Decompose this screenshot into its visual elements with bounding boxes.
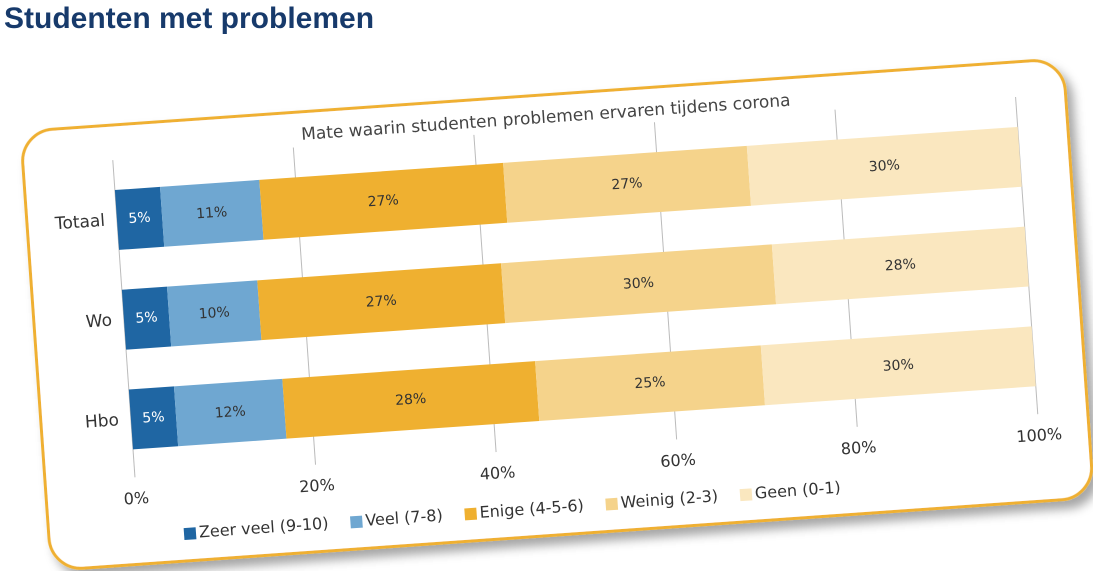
value-label: 5% bbox=[128, 210, 151, 228]
value-label: 10% bbox=[198, 304, 230, 322]
x-tick-label: 80% bbox=[840, 437, 877, 458]
y-tick-label: Hbo bbox=[84, 410, 119, 432]
bar-segment bbox=[771, 226, 1029, 305]
page-title: Studenten met problemen bbox=[4, 2, 374, 35]
value-label: 30% bbox=[622, 275, 654, 293]
value-label: 12% bbox=[214, 403, 246, 421]
bar-segment bbox=[259, 162, 508, 240]
bar-segment bbox=[503, 145, 752, 223]
x-tick-label: 20% bbox=[299, 475, 336, 496]
bar-segment bbox=[114, 186, 165, 250]
bar-segment bbox=[257, 263, 506, 341]
bar-segment bbox=[160, 179, 264, 247]
bar-segment bbox=[760, 326, 1036, 406]
value-label: 25% bbox=[634, 374, 666, 392]
x-tick-label: 60% bbox=[660, 450, 697, 471]
x-tick-label: 100% bbox=[1016, 424, 1063, 446]
y-tick-label: Wo bbox=[85, 311, 113, 333]
legend-swatch bbox=[350, 515, 363, 529]
bar-segment bbox=[501, 244, 777, 324]
value-label: 30% bbox=[868, 157, 900, 175]
value-label: 5% bbox=[142, 409, 165, 427]
bar-segment bbox=[121, 286, 172, 350]
legend-swatch bbox=[605, 497, 619, 511]
card: Mate waarin studenten problemen ervaren … bbox=[21, 59, 1093, 570]
x-tick-label: 0% bbox=[123, 488, 150, 509]
value-label: 28% bbox=[395, 391, 427, 409]
y-tick-label: Totaal bbox=[53, 211, 105, 235]
bar-segment bbox=[282, 361, 540, 439]
x-tick-label: 40% bbox=[479, 462, 516, 483]
value-label: 27% bbox=[367, 192, 399, 210]
bar-segment bbox=[166, 280, 262, 347]
value-label: 30% bbox=[882, 357, 914, 375]
bar-segment bbox=[128, 386, 179, 450]
legend-swatch bbox=[183, 527, 197, 541]
value-label: 27% bbox=[611, 175, 643, 193]
value-label: 27% bbox=[365, 293, 397, 311]
legend-swatch bbox=[739, 488, 753, 502]
bar-segment bbox=[746, 126, 1022, 206]
value-label: 11% bbox=[196, 204, 228, 222]
value-label: 5% bbox=[135, 309, 158, 327]
bar-segment bbox=[535, 345, 765, 421]
value-label: 28% bbox=[884, 256, 916, 274]
legend-swatch bbox=[464, 507, 478, 521]
bar-segment bbox=[173, 378, 287, 447]
